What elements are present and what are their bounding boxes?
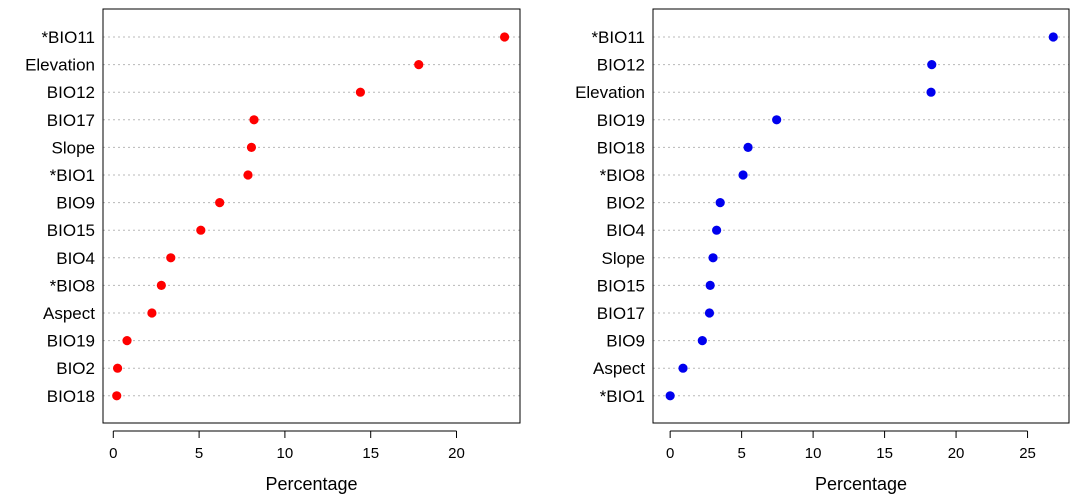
x-tick-label: 0 [666,445,674,462]
x-tick-label: 15 [876,445,893,462]
x-tick-label: 25 [1019,445,1036,462]
category-label: *BIO11 [41,28,95,47]
x-tick-label: 5 [737,445,745,462]
category-label: BIO19 [597,111,645,130]
data-point [215,198,225,208]
x-tick-label: 0 [109,445,117,462]
data-point [678,363,688,373]
plot-frame [652,8,1070,424]
data-point [926,87,936,97]
data-point [697,336,707,346]
x-axis-title: Percentage [265,474,357,494]
data-point [704,308,715,318]
category-label: *BIO8 [600,166,645,185]
category-label: Elevation [25,56,95,75]
category-label: BIO15 [47,221,95,240]
data-point [166,253,176,263]
category-label: BIO15 [597,276,645,295]
x-tick-label: 5 [195,445,203,462]
data-point [196,225,206,235]
category-label: BIO18 [597,138,645,157]
data-point [355,87,366,97]
category-label: BIO12 [597,56,645,75]
data-point [665,391,675,401]
x-axis-title: Percentage [815,474,907,494]
data-point [246,142,257,152]
x-tick-label: 15 [362,445,379,462]
x-tick-label: 10 [805,445,822,462]
data-point [738,170,748,180]
data-point [122,336,132,346]
data-point [414,60,424,70]
data-point [712,225,722,235]
category-label: Elevation [575,83,645,102]
category-label: BIO2 [56,359,95,378]
data-point [743,142,753,152]
category-label: Slope [52,138,95,157]
x-tick-label: 20 [448,445,465,462]
category-label: Slope [602,249,645,268]
category-label: BIO2 [606,194,645,213]
category-label: *BIO8 [50,276,95,295]
data-point [249,115,259,125]
category-label: Aspect [593,359,645,378]
data-point [147,308,157,318]
category-label: BIO4 [606,221,645,240]
category-label: *BIO1 [50,166,95,185]
x-tick-label: 20 [948,445,965,462]
data-point [772,115,782,125]
category-label: BIO17 [597,304,645,323]
category-label: BIO12 [47,83,95,102]
data-point [112,363,123,373]
data-point [705,280,715,290]
data-point [708,253,718,263]
category-label: *BIO1 [600,387,645,406]
category-label: *BIO11 [591,28,645,47]
x-tick-label: 10 [277,445,294,462]
category-label: BIO4 [56,249,95,268]
plot-frame [102,8,521,424]
chart-panel-1: *BIO11 Elevation BIO12 BIO17 Slope *BIO1 BIO9 B… [25,8,521,494]
data-point [499,32,510,42]
category-label: BIO9 [56,194,95,213]
data-point [243,170,253,180]
category-label: BIO17 [47,111,95,130]
data-point [156,280,166,290]
data-point [1048,32,1058,42]
data-point [927,60,937,70]
category-label: Aspect [43,304,95,323]
chart-panel-2: *BIO11 BIO12 Elevation BIO19 BIO18 *BIO8 BIO2 B… [575,8,1070,494]
data-point [715,198,725,208]
category-label: BIO18 [47,387,95,406]
data-point [112,391,122,401]
category-label: BIO19 [47,332,95,351]
category-label: BIO9 [606,332,645,351]
